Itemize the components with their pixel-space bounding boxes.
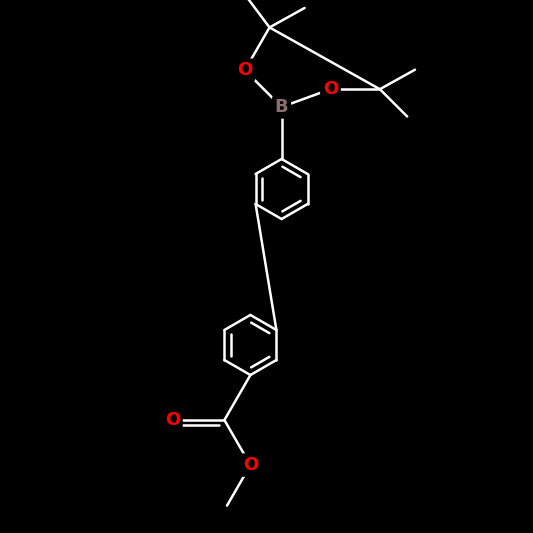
Text: O: O [165,411,180,429]
Text: O: O [323,80,338,98]
Text: O: O [237,61,253,79]
Text: B: B [275,98,288,116]
Text: O: O [243,456,258,474]
